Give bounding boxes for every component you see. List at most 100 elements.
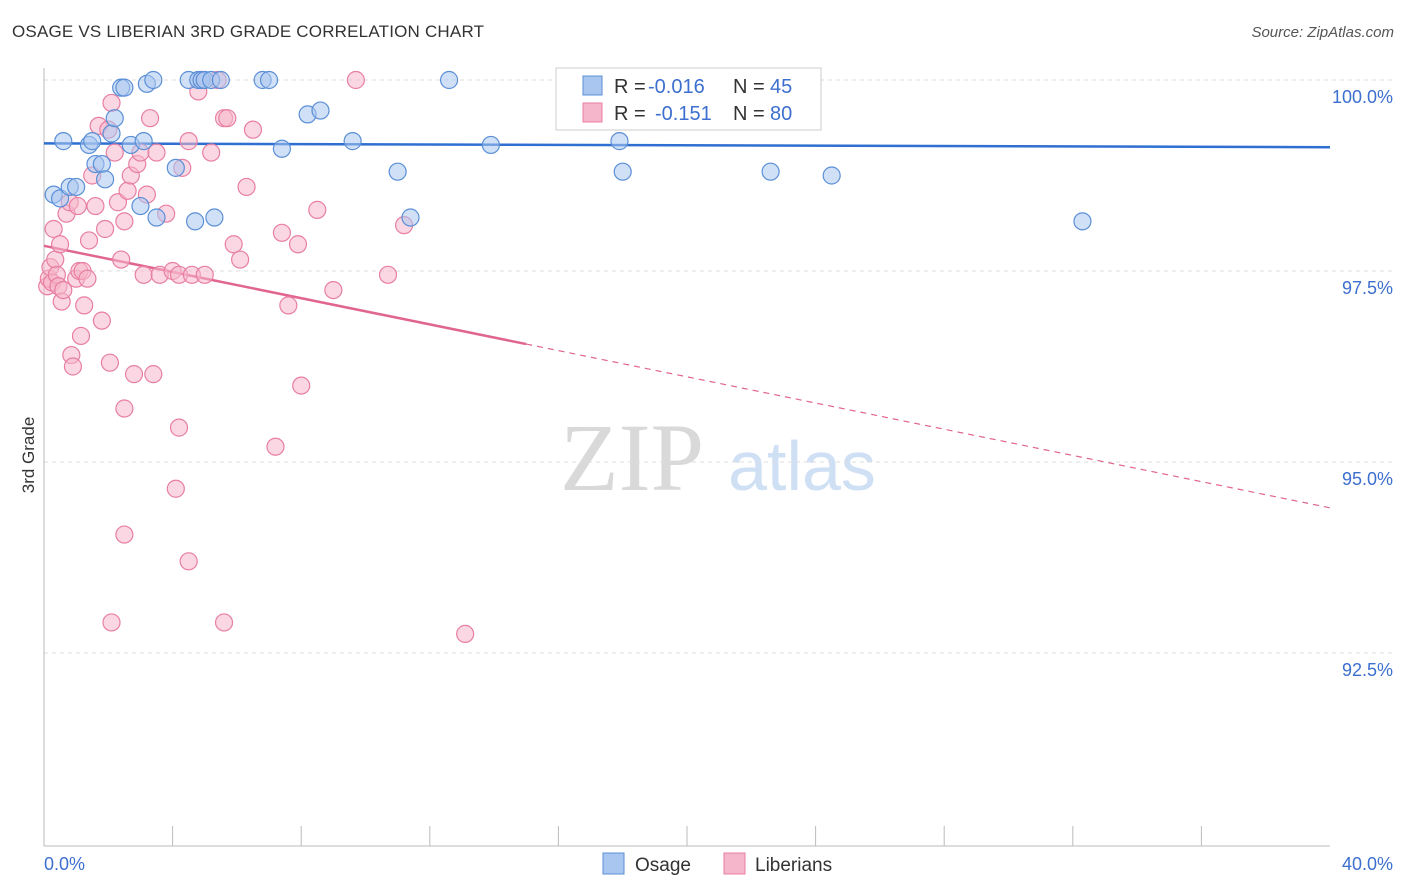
- liberian-point: [214, 613, 234, 632]
- liberians-trend-line-extension: [526, 343, 1331, 509]
- bottom-legend-liberians-label: Liberians: [755, 855, 832, 876]
- liberian-point: [118, 181, 137, 200]
- legend-liberians-n: 80: [770, 103, 792, 125]
- watermark-atlas: atlas: [728, 427, 876, 505]
- liberian-point: [266, 437, 285, 456]
- y-axis-label: 3rd Grade: [19, 417, 38, 494]
- chart-title: OSAGE VS LIBERIAN 3RD GRADE CORRELATION …: [12, 22, 485, 41]
- osage-point: [259, 70, 279, 90]
- liberian-point: [147, 143, 166, 162]
- liberian-point: [346, 70, 365, 90]
- osage-point: [613, 162, 632, 181]
- legend-osage-swatch: [582, 75, 603, 96]
- liberian-point: [112, 250, 131, 269]
- legend-liberians-n-label: N =: [733, 103, 765, 125]
- liberian-point: [179, 132, 198, 151]
- osage-point: [186, 212, 205, 231]
- liberian-point: [68, 196, 87, 216]
- liberian-point: [218, 109, 237, 128]
- liberian-point: [288, 235, 308, 254]
- x-tick-label: 40.0%: [1342, 854, 1393, 874]
- liberian-point: [86, 196, 105, 216]
- bottom-legend-liberians-swatch: [723, 852, 746, 875]
- liberian-point: [95, 219, 115, 239]
- liberian-point: [50, 235, 70, 254]
- liberian-point: [44, 219, 63, 239]
- x-axis-ticks: 0.0% 40.0%: [44, 826, 1393, 874]
- liberian-point: [105, 143, 124, 162]
- liberian-point: [243, 120, 263, 139]
- legend-liberians-r-label: R =: [614, 103, 646, 125]
- liberian-point: [115, 212, 134, 231]
- osage-point: [166, 158, 185, 177]
- liberian-point: [324, 281, 343, 300]
- osage-point: [54, 132, 73, 151]
- liberian-point: [140, 109, 160, 128]
- bottom-legend-osage-swatch: [602, 852, 625, 875]
- osage-point: [388, 162, 407, 181]
- osage-point: [610, 132, 629, 151]
- liberian-point: [308, 200, 327, 219]
- osage-point: [343, 132, 362, 151]
- y-tick-label: 97.5%: [1342, 278, 1393, 298]
- legend-osage-n: 45: [770, 76, 792, 98]
- liberian-point: [378, 265, 398, 284]
- osage-point: [1073, 212, 1092, 231]
- osage-point: [147, 208, 166, 227]
- liberian-point: [231, 250, 250, 269]
- liberian-point: [102, 93, 121, 113]
- liberian-point: [124, 365, 144, 384]
- x-tick-label: 0.0%: [44, 854, 85, 874]
- legend-osage-r-label: R =: [614, 76, 646, 98]
- liberian-point: [169, 418, 189, 437]
- osage-point: [144, 70, 163, 90]
- osage-point: [131, 196, 150, 216]
- liberian-point: [71, 326, 91, 346]
- osage-point: [83, 132, 102, 151]
- liberian-point: [46, 250, 65, 269]
- liberian-point: [100, 353, 120, 372]
- y-axis-ticks: 100.0% 97.5% 95.0% 92.5%: [1332, 87, 1393, 680]
- y-tick-label: 95.0%: [1342, 469, 1393, 489]
- osage-point: [211, 70, 230, 90]
- liberian-point: [78, 269, 97, 288]
- osage-point: [134, 132, 153, 151]
- osage-point: [272, 139, 292, 158]
- liberian-point: [166, 479, 185, 498]
- osage-point: [761, 162, 780, 181]
- liberian-point: [237, 177, 256, 197]
- osage-point: [311, 101, 330, 120]
- osage-point: [105, 109, 124, 128]
- liberian-point: [102, 613, 121, 632]
- legend-osage-r: -0.016: [648, 76, 705, 98]
- osage-point: [481, 135, 500, 155]
- osage-point: [102, 124, 121, 143]
- liberian-point: [134, 265, 153, 284]
- osage-trend-line: [43, 142, 1331, 149]
- osage-point: [115, 78, 134, 97]
- liberian-point: [79, 231, 99, 250]
- osage-point: [92, 154, 111, 174]
- liberian-point: [279, 296, 298, 315]
- legend-osage-n-label: N =: [733, 76, 765, 98]
- legend-liberians-r: -0.151: [655, 103, 712, 125]
- liberian-point: [144, 365, 163, 384]
- liberian-point: [115, 525, 134, 544]
- osage-point: [205, 208, 224, 227]
- liberian-point: [202, 143, 221, 162]
- bottom-legend-osage-label: Osage: [635, 855, 691, 876]
- liberian-point: [115, 399, 134, 418]
- liberian-point: [292, 376, 311, 395]
- osage-point: [67, 177, 86, 197]
- legend-liberians-swatch: [582, 102, 603, 123]
- liberian-point: [179, 552, 198, 571]
- liberian-point: [63, 357, 83, 376]
- bottom-legend: Osage Liberians: [602, 852, 832, 876]
- liberian-point: [224, 235, 243, 254]
- osage-point: [401, 208, 420, 227]
- grid: [44, 79, 1392, 654]
- osage-point: [95, 170, 115, 189]
- osage-point: [439, 70, 459, 90]
- liberian-point: [92, 311, 111, 330]
